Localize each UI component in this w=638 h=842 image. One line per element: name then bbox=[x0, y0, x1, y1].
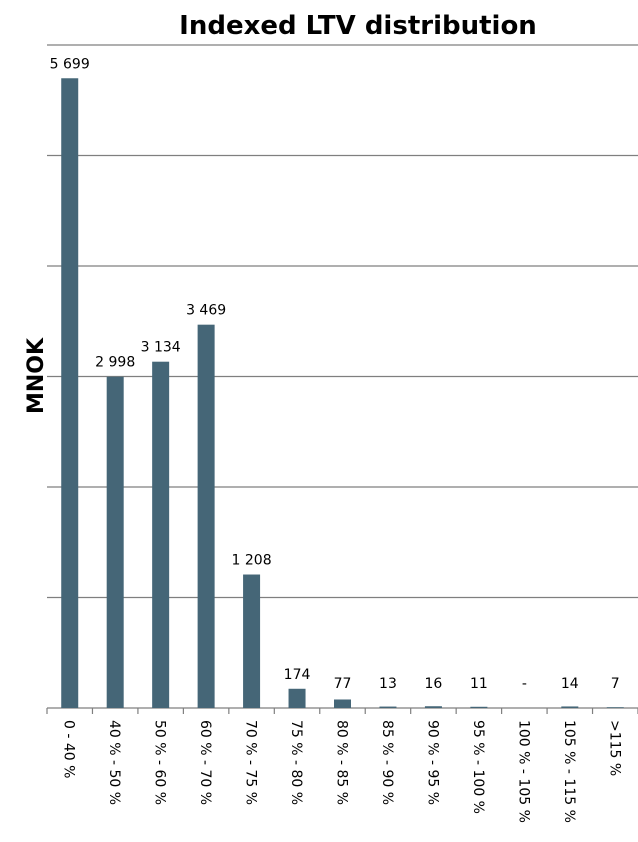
x-tick-label: 60 % - 70 % bbox=[197, 720, 213, 805]
data-label: 7 bbox=[611, 676, 620, 692]
y-axis-label: MNOK bbox=[24, 337, 49, 414]
data-label: 5 699 bbox=[50, 56, 90, 72]
bar bbox=[470, 706, 488, 708]
x-tick-labels: 0 - 40 % 40 % - 50 % 50 % - 60 % 60 % - 70 … bbox=[61, 720, 623, 823]
bar bbox=[61, 78, 79, 708]
x-tick-label: 50 % - 60 % bbox=[152, 720, 168, 805]
data-label: 2 998 bbox=[95, 355, 135, 371]
x-tick-label: 70 % - 75 % bbox=[243, 720, 259, 805]
x-tick-label: 40 % - 50 % bbox=[106, 720, 122, 805]
data-label: - bbox=[522, 676, 527, 692]
x-tick-label: 85 % - 90 % bbox=[379, 720, 395, 805]
data-label: 11 bbox=[470, 676, 488, 692]
bar bbox=[106, 376, 124, 708]
bar bbox=[606, 707, 624, 708]
x-tick-label: 95 % - 100 % bbox=[470, 720, 486, 814]
data-label: 13 bbox=[379, 676, 397, 692]
bar bbox=[424, 706, 442, 708]
data-label: 174 bbox=[284, 667, 311, 683]
gridlines bbox=[46, 44, 638, 714]
x-tick-label: 80 % - 85 % bbox=[334, 720, 350, 805]
x-tick-label: 105 % - 115 % bbox=[561, 720, 577, 823]
data-label: 1 208 bbox=[232, 553, 272, 569]
data-label: 77 bbox=[334, 676, 352, 692]
chart-title: Indexed LTV distribution bbox=[179, 11, 537, 41]
data-label: 3 469 bbox=[186, 303, 226, 319]
data-label: 3 134 bbox=[141, 340, 181, 356]
bar bbox=[379, 706, 397, 708]
x-tick-label: 100 % - 105 % bbox=[515, 720, 531, 823]
data-label: 16 bbox=[425, 676, 443, 692]
bar bbox=[197, 324, 215, 708]
x-tick-label: >115 % bbox=[606, 720, 622, 776]
x-tick-label: 90 % - 95 % bbox=[424, 720, 440, 805]
data-labels: 5 699 2 998 3 134 3 469 1 208 174 77 13 16 11 - 14 7 bbox=[50, 56, 620, 692]
bar bbox=[152, 361, 170, 708]
bar bbox=[288, 688, 306, 708]
data-label: 14 bbox=[561, 676, 579, 692]
bars bbox=[61, 78, 624, 708]
x-tick-label: 75 % - 80 % bbox=[288, 720, 304, 805]
bar bbox=[334, 699, 351, 708]
bar bbox=[243, 574, 261, 708]
x-tick-label: 0 - 40 % bbox=[61, 720, 77, 778]
bar bbox=[561, 706, 579, 708]
